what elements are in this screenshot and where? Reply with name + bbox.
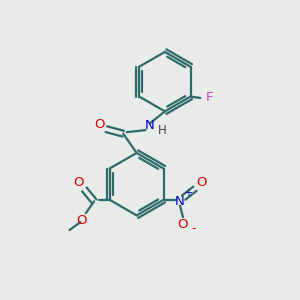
Text: O: O <box>76 214 87 227</box>
Text: O: O <box>94 118 105 130</box>
Text: F: F <box>206 92 213 104</box>
Text: +: + <box>184 188 192 198</box>
Text: O: O <box>196 176 207 189</box>
Text: O: O <box>73 176 84 189</box>
Text: O: O <box>178 218 188 231</box>
Text: N: N <box>145 119 155 132</box>
Text: H: H <box>158 124 166 136</box>
Text: -: - <box>191 222 196 236</box>
Text: N: N <box>175 195 185 208</box>
